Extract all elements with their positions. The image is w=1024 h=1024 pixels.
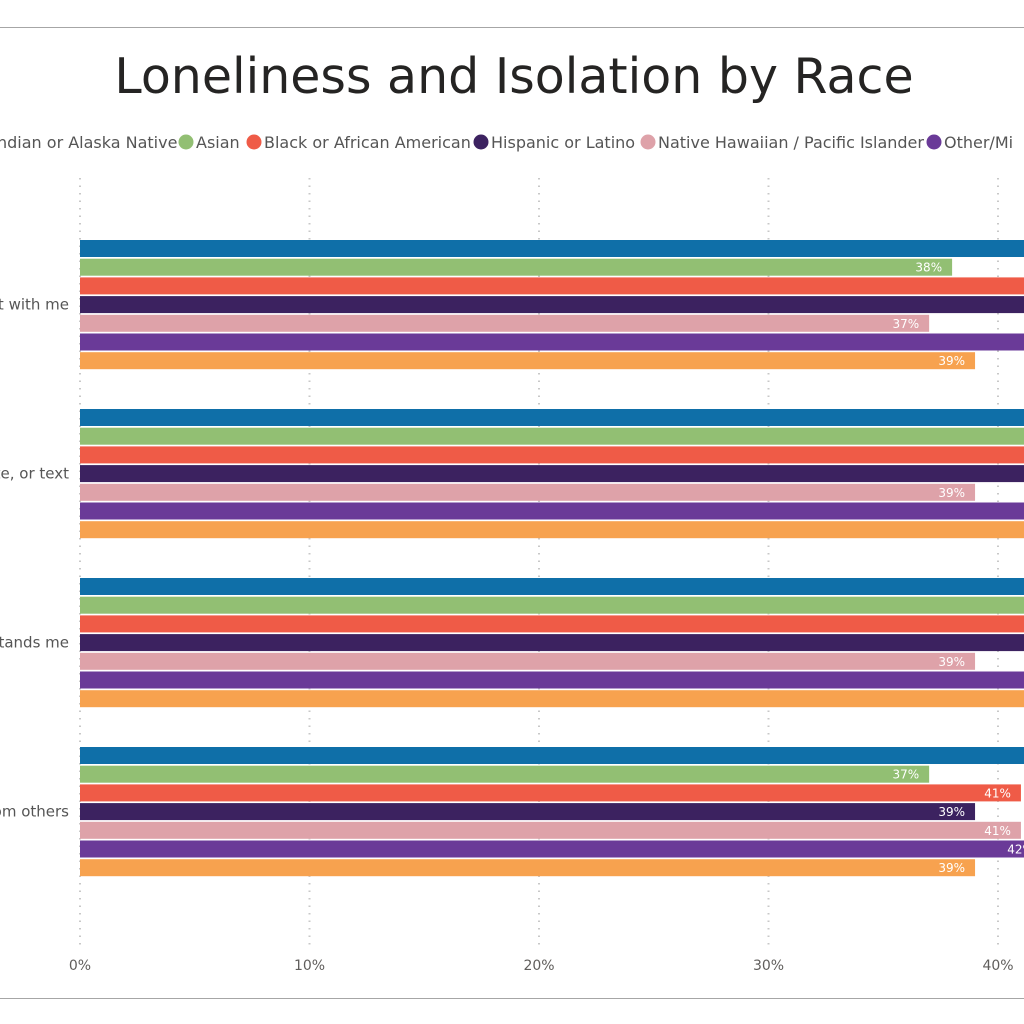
data-label: 39%: [938, 805, 965, 819]
bar[interactable]: [80, 821, 1021, 839]
data-label: 37%: [892, 317, 919, 331]
bar[interactable]: [80, 578, 1024, 595]
data-label: 38%: [915, 261, 942, 275]
bar[interactable]: [80, 652, 976, 670]
bar[interactable]: [80, 803, 976, 821]
legend-marker[interactable]: [473, 134, 489, 150]
bars[interactable]: [80, 240, 1024, 877]
legend-label[interactable]: Other/Mi: [944, 133, 1013, 152]
data-label: 42%: [1007, 843, 1024, 857]
bar[interactable]: [80, 596, 1024, 614]
bar[interactable]: [80, 258, 953, 276]
bar[interactable]: [80, 446, 1024, 464]
bar[interactable]: [80, 521, 1024, 539]
x-tick-label: 20%: [523, 958, 554, 974]
legend-label[interactable]: Asian: [196, 133, 240, 152]
bar[interactable]: [80, 409, 1024, 426]
category-label: stands me: [0, 634, 69, 652]
bar[interactable]: [80, 502, 1024, 520]
bar[interactable]: [80, 427, 1024, 445]
legend-marker[interactable]: [178, 134, 194, 150]
legend-marker[interactable]: [926, 134, 942, 150]
legend-label[interactable]: ndian or Alaska Native: [0, 133, 177, 152]
bar[interactable]: [80, 859, 976, 877]
category-labels: et with me te, or text stands me om others: [0, 296, 69, 821]
x-tick-label: 10%: [294, 958, 325, 974]
bar[interactable]: [80, 671, 1024, 689]
x-tick-label: 40%: [982, 958, 1013, 974]
bar[interactable]: [80, 840, 1024, 858]
data-label: 37%: [892, 768, 919, 782]
data-label: 39%: [938, 354, 965, 368]
legend-label[interactable]: Black or African American: [264, 133, 471, 152]
bar[interactable]: [80, 277, 1024, 295]
bar[interactable]: [80, 483, 976, 501]
legend-label[interactable]: Hispanic or Latino: [491, 133, 635, 152]
data-label: 41%: [984, 824, 1011, 838]
bar[interactable]: [80, 615, 1024, 633]
data-label: 39%: [938, 486, 965, 500]
data-labels: 38% 37% 39% 39% 39% 37% 41% 39% 41% 42% 39%: [892, 261, 1024, 876]
bar[interactable]: [80, 352, 976, 370]
bar[interactable]: [80, 240, 1024, 257]
legend-label[interactable]: Native Hawaiian / Pacific Islander: [658, 133, 924, 152]
bar[interactable]: [80, 747, 1024, 764]
bar[interactable]: [80, 465, 1024, 483]
category-label: te, or text: [0, 465, 69, 483]
data-label: 41%: [984, 786, 1011, 800]
data-label: 39%: [938, 655, 965, 669]
legend-marker[interactable]: [640, 134, 656, 150]
x-tick-label: 0%: [69, 958, 91, 974]
legend[interactable]: ndian or Alaska Native Asian Black or Afri…: [0, 133, 1013, 152]
legend-marker[interactable]: [246, 134, 262, 150]
category-label: et with me: [0, 296, 69, 314]
category-label: om others: [0, 803, 69, 821]
bar[interactable]: [80, 765, 930, 783]
x-axis-ticks: 0% 10% 20% 30% 40%: [69, 958, 1014, 974]
data-label: 39%: [938, 861, 965, 875]
x-tick-label: 30%: [753, 958, 784, 974]
bar[interactable]: [80, 690, 1024, 708]
bar[interactable]: [80, 784, 1021, 802]
chart-title: Loneliness and Isolation by Race: [114, 48, 914, 105]
bar[interactable]: [80, 333, 1024, 351]
bar[interactable]: [80, 296, 1024, 314]
bar[interactable]: [80, 314, 930, 332]
bar[interactable]: [80, 634, 1024, 652]
